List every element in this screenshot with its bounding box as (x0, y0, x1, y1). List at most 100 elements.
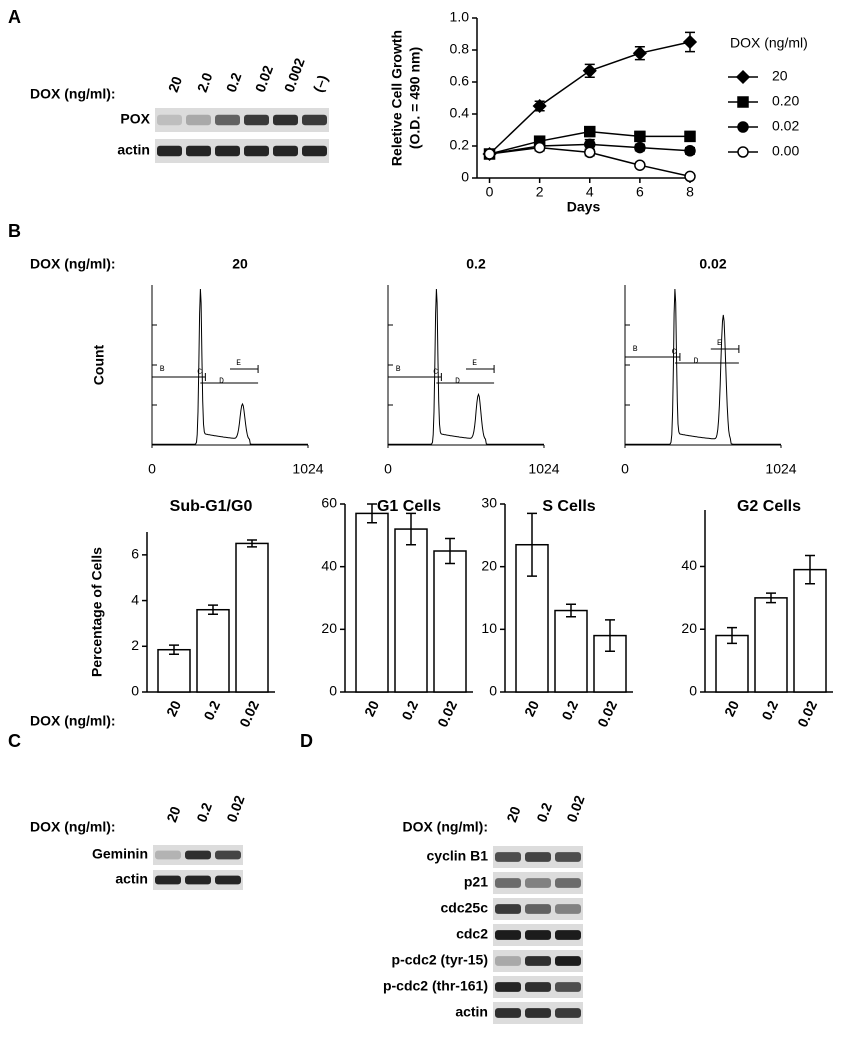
blot-bg (493, 872, 583, 894)
band (273, 145, 298, 157)
panel-label: B (8, 221, 21, 241)
band (215, 114, 240, 126)
gates (152, 365, 259, 384)
marker (584, 125, 596, 138)
row-label: cdc25c (441, 900, 489, 916)
band (155, 850, 181, 860)
gate-label: C (433, 368, 438, 377)
blot-bg (155, 139, 329, 163)
gate-label: C (197, 368, 202, 377)
x-tick-label: 0.2 (398, 698, 421, 723)
y-tick-label: 0.2 (450, 137, 470, 153)
bar (433, 550, 467, 693)
bar (793, 568, 827, 693)
x-tick-label: 20 (163, 698, 184, 719)
gates (388, 365, 495, 384)
y-axis-label: (O.D. = 490 nm) (407, 47, 423, 149)
error-bar (605, 619, 615, 653)
lane-label: 0.2 (533, 800, 555, 824)
gate-label: B (633, 345, 638, 354)
lane-label: (–) (310, 73, 331, 95)
band (555, 982, 581, 992)
band (495, 956, 521, 966)
x-tick-label: 0 (486, 184, 494, 200)
lane-label: 0.02 (223, 793, 247, 824)
band (555, 852, 581, 862)
chart-title: G2 Cells (737, 498, 801, 515)
x-tick-label: 2 (536, 184, 544, 200)
band (185, 850, 211, 860)
band (555, 956, 581, 966)
blot-bg (155, 108, 329, 132)
bar (196, 608, 230, 693)
error-bar (766, 592, 776, 604)
x-tick-label: 20 (721, 698, 742, 719)
row-label: Geminin (92, 846, 148, 862)
marker (737, 146, 749, 158)
y-tick-label: 4 (131, 591, 139, 607)
y-tick-label: 20 (321, 620, 337, 636)
gates (625, 345, 740, 364)
marker (582, 63, 597, 78)
x-tick-label: 20 (521, 698, 542, 719)
marker (533, 141, 546, 154)
panel-label: C (8, 731, 21, 751)
y-tick-label: 0 (489, 683, 497, 699)
gate-label: C (672, 348, 677, 357)
gate-label: E (717, 339, 722, 348)
band (302, 114, 327, 126)
band (186, 145, 211, 157)
condition-label: 20 (232, 256, 248, 272)
band (302, 145, 327, 157)
y-tick-label: 2 (131, 637, 139, 653)
y-tick-label: 30 (481, 495, 497, 511)
band (215, 145, 240, 157)
marker (483, 148, 496, 160)
x-tick-label: 0 (148, 461, 156, 477)
bar (157, 648, 191, 693)
band (555, 1008, 581, 1018)
dox-label: DOX (ng/ml): (30, 86, 116, 102)
x-tick-label: 20 (361, 698, 382, 719)
lane-label: 20 (165, 74, 185, 94)
marker (634, 159, 646, 171)
x-tick-label: 6 (636, 184, 644, 200)
band (555, 904, 581, 914)
error-bar (406, 512, 416, 546)
marker (684, 130, 696, 143)
band (495, 878, 521, 888)
lane-label: 2.0 (194, 70, 216, 94)
error-bar (367, 503, 377, 524)
lane-label: 20 (503, 804, 523, 824)
y-tick-label: 1.0 (450, 9, 470, 25)
error-bar (527, 512, 537, 577)
error-bar (169, 644, 179, 656)
count-label: Count (91, 344, 107, 385)
band (555, 930, 581, 940)
dox-label: DOX (ng/ml): (30, 713, 116, 729)
x-tick-label: 4 (586, 184, 594, 200)
band (525, 982, 551, 992)
legend-entry: 20 (772, 68, 788, 84)
marker (584, 146, 596, 159)
y-tick-label: 40 (321, 557, 337, 573)
band (495, 982, 521, 992)
y-tick-label: 40 (681, 557, 697, 573)
marker (632, 46, 647, 61)
bar (235, 542, 269, 693)
chart-title: Sub-G1/G0 (170, 498, 253, 515)
row-label: actin (455, 1004, 488, 1020)
row-label: POX (120, 111, 150, 127)
bar (355, 512, 389, 693)
bar (754, 597, 788, 693)
row-label: cdc2 (456, 926, 488, 942)
legend-entry: 0.00 (772, 143, 799, 159)
error-bar (805, 554, 815, 585)
y-tick-label: 0.6 (450, 73, 470, 89)
y-tick-label: 0.4 (450, 105, 470, 121)
bar (394, 528, 428, 693)
lane-label: 0.02 (252, 63, 276, 94)
x-axis-label: Days (567, 199, 601, 215)
lane-label: 0.02 (563, 793, 587, 824)
